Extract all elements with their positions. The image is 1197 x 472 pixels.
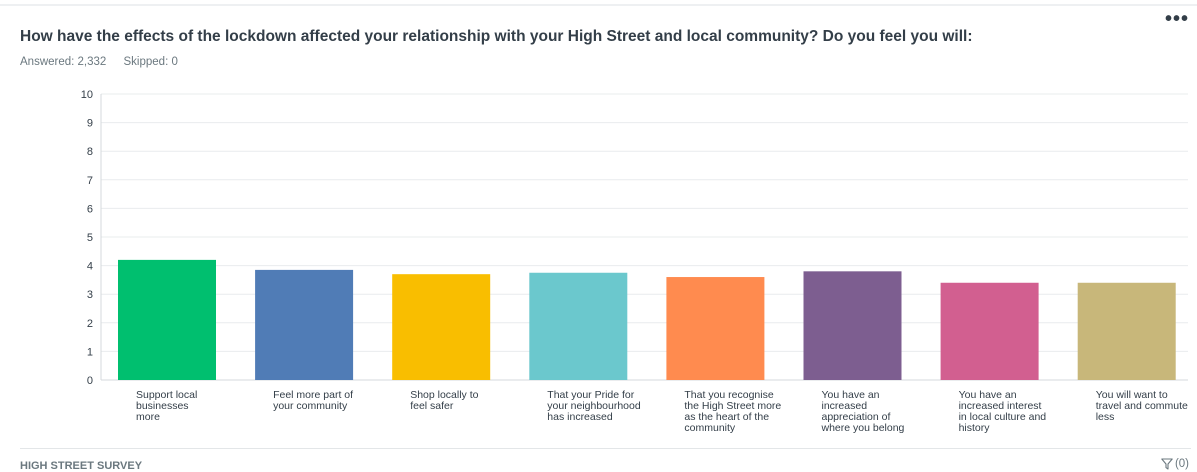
survey-title: HIGH STREET SURVEY [20,460,143,472]
x-tick-label: Feel more part of your community [273,389,353,412]
question-title: How have the effects of the lockdown aff… [20,28,973,45]
x-tick-label-line: has increased [547,411,613,423]
filter-icon [1161,458,1173,470]
x-tick-label-line: the High Street more [684,400,781,412]
top-divider [0,4,1197,6]
x-tick-label-line: history [959,422,991,434]
y-tick-label: 1 [87,346,93,358]
x-tick-label: That you recognise the High Street more as… [684,389,781,434]
answered-count: Answered: 2,332 [20,56,107,68]
x-tick-label: You have an increased appreciation of where… [821,389,905,434]
more-options-icon[interactable]: ••• [1164,8,1189,30]
bar [529,272,628,380]
filter-button[interactable]: (0) [1161,458,1189,470]
bar [940,282,1039,380]
bar [666,277,765,380]
x-tick-label-line: where you belong [821,422,905,434]
y-tick-label: 7 [87,175,93,187]
bar [392,274,491,380]
y-tick-label: 6 [87,203,93,215]
x-tick-label-line: increased [822,400,868,412]
x-tick-label-line: in local culture and [959,411,1047,423]
skipped-count: Skipped: 0 [123,56,178,68]
x-tick-label-line: You have an [959,389,1017,401]
filter-count: (0) [1174,458,1189,470]
bar [1077,282,1176,380]
y-tick-label: 9 [87,118,93,130]
y-tick-label: 10 [81,89,93,101]
x-tick-label: You will want to travel and commute less [1096,389,1188,423]
x-tick-label-line: businesses [136,400,189,412]
x-tick-label-line: Shop locally to [410,389,478,401]
x-tick-label-line: Support local [136,389,197,401]
x-tick-label-line: community [684,422,736,434]
x-tick-label-line: You will want to [1096,389,1168,401]
y-tick-label: 2 [87,318,93,330]
x-tick-label-line: as the heart of the [684,411,769,423]
x-tick-label-line: That you recognise [684,389,773,401]
response-stats: Answered: 2,332 Skipped: 0 [20,56,178,68]
x-tick-label-line: That your Pride for [547,389,634,401]
x-tick-label: Shop locally to feel safer [410,389,478,412]
y-tick-label: 8 [87,146,93,158]
x-tick-label-line: You have an [822,389,880,401]
x-tick-label-line: travel and commute [1096,400,1188,412]
bottom-divider [20,448,1191,449]
x-tick-label-line: appreciation of [822,411,891,423]
x-tick-label-line: your community [273,400,348,412]
x-tick-label-line: your neighbourhood [547,400,641,412]
y-tick-label: 5 [87,232,93,244]
x-tick-label: Support local businesses more [136,389,197,423]
bar [118,259,216,380]
y-tick-label: 0 [87,375,93,387]
bar [255,269,354,380]
x-tick-label-line: increased interest [959,400,1042,412]
x-tick-label-line: feel safer [410,400,454,412]
x-tick-label: You have an increased interest in local cu… [959,389,1047,434]
y-tick-label: 3 [87,289,93,301]
bar [803,271,902,380]
x-tick-label-line: more [136,411,160,423]
bar-chart: 0 1 2 3 4 5 6 7 8 9 10 Support local businesses more F… [81,89,1188,434]
y-tick-label: 4 [87,261,93,273]
x-tick-label-line: less [1096,411,1115,423]
x-tick-label-line: Feel more part of [273,389,353,401]
x-tick-label: That your Pride for your neighbourhood has… [547,389,641,423]
